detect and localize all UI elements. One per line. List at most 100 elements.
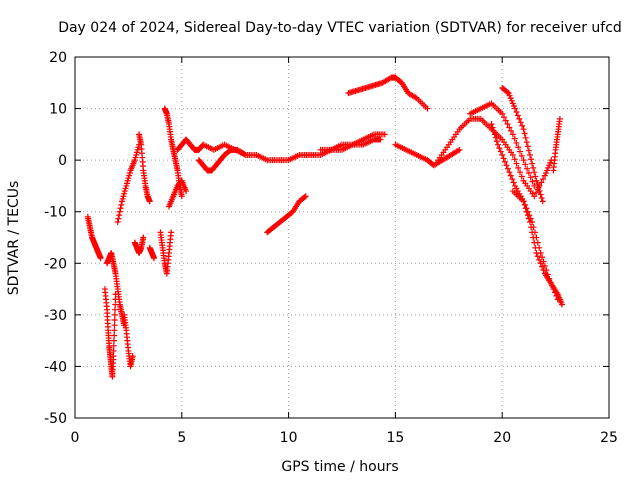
data-point-s19-fill [515,164,522,171]
data-point-s22-fill [535,184,542,191]
data-points [84,74,566,380]
data-point-s20-fill [515,144,522,151]
data-point-s14-fill [301,194,308,201]
x-tick-label: 20 [493,430,511,446]
data-point-s22-fill [522,134,529,141]
data-point-s20-fill [508,127,515,134]
data-point-s21-fill [491,131,498,138]
data-point-s2-fill [111,327,118,334]
data-point-s21-fill [507,172,514,179]
y-tick-label: 10 [49,102,67,118]
data-point-s23-fill [531,239,538,246]
data-point-s4 [114,219,121,226]
data-point-s7 [146,198,153,205]
data-point-s19-fill [533,189,540,196]
x-tick-label: 10 [280,430,298,446]
data-point-s20-fill [504,121,511,128]
data-point-s10 [178,193,185,200]
data-point-s21-fill [500,155,507,162]
data-point-s4-fill [118,201,125,208]
y-tick-label: -50 [44,411,67,427]
data-point-s4-fill [116,212,123,219]
data-point-s21 [488,121,495,128]
data-point-s23-fill [524,212,531,219]
plot-frame [74,56,610,419]
data-point-s21-fill [502,158,509,165]
data-point-s22-fill [538,194,545,201]
data-point-s19 [531,193,538,200]
data-point-s2-fill [110,347,117,354]
data-point-s23-fill [525,215,532,222]
data-point-s20-fill [522,161,529,168]
data-point-s20-fill [500,114,507,121]
data-point-s23 [520,198,527,205]
data-point-s22-fill [514,112,521,119]
y-tick-label: -40 [44,359,67,375]
data-point-s22 [512,105,519,112]
data-point-s23-fill [537,260,544,267]
data-point-s20-fill [527,174,534,181]
data-point-s23-fill [534,253,541,260]
data-point-s2-fill [111,332,118,339]
data-point-s22-fill [525,147,532,154]
data-point-s21 [494,141,501,148]
data-point-s23 [559,301,566,308]
y-tick-label: -10 [44,205,67,221]
data-point-s22 [526,151,533,158]
x-tick-label: 0 [71,430,80,446]
data-point-s21-fill [506,169,513,176]
data-point-s22-fill [529,160,536,167]
data-point-s21-fill [504,165,511,172]
data-point-s2 [110,353,117,360]
data-point-s14 [302,193,309,200]
data-point-s22-fill [513,109,520,116]
data-point-s2-fill [111,317,118,324]
data-point-s11 [183,188,190,195]
data-point-s20-fill [502,117,509,124]
data-point-s1 [97,255,104,262]
data-point-s21-fill [496,145,503,152]
x-tick-label: 5 [177,430,186,446]
data-point-s13 [242,151,249,158]
data-point-s23-fill [539,263,546,270]
x-tick-label: 25 [600,430,618,446]
data-point-s5 [129,353,136,360]
data-point-s22-fill [517,119,524,126]
data-point-s22 [533,177,540,184]
data-point-s22-fill [519,122,526,129]
data-point-s22-fill [530,164,537,171]
y-axis-label: SDTVAR / TECUs [6,181,22,296]
data-point-s20 [499,110,506,117]
data-point-s23-fill [536,256,543,263]
data-point-s15 [377,136,384,143]
data-point-s21-fill [490,127,497,134]
data-point-s22-fill [516,115,523,122]
data-point-s2-fill [110,337,117,344]
data-point-s23-fill [540,267,547,274]
data-point-s23-fill [521,201,528,208]
data-point-s19-fill [538,179,545,186]
y-tick-label: -30 [44,308,67,324]
data-point-s22-fill [534,181,541,188]
data-point-s4-fill [117,205,124,212]
data-point-s2 [111,322,118,329]
axis-ticks: 0 5 10 15 20 25 -50 -40 -30 -20 -10 0 10 20 [44,50,618,446]
y-tick-label: -20 [44,256,67,272]
data-point-s22-fill [504,89,511,96]
data-point-s6 [140,234,147,241]
data-point-s20-fill [524,165,531,172]
data-point-s22-fill [536,188,543,195]
data-point-s20-fill [511,135,518,142]
data-point-s23-fill [522,205,529,212]
data-point-s21-fill [493,138,500,145]
data-point-s19-fill [518,173,525,180]
data-point-s20-fill [513,139,520,146]
data-point-s24 [556,115,563,122]
data-point-s2-fill [112,306,119,313]
chart-title: Day 024 of 2024, Sidereal Day-to-day VTE… [58,20,622,36]
data-point-s22-fill [537,191,544,198]
x-axis-label: GPS time / hours [281,459,398,475]
data-point-s19 [509,151,516,158]
data-point-s20 [531,182,538,189]
